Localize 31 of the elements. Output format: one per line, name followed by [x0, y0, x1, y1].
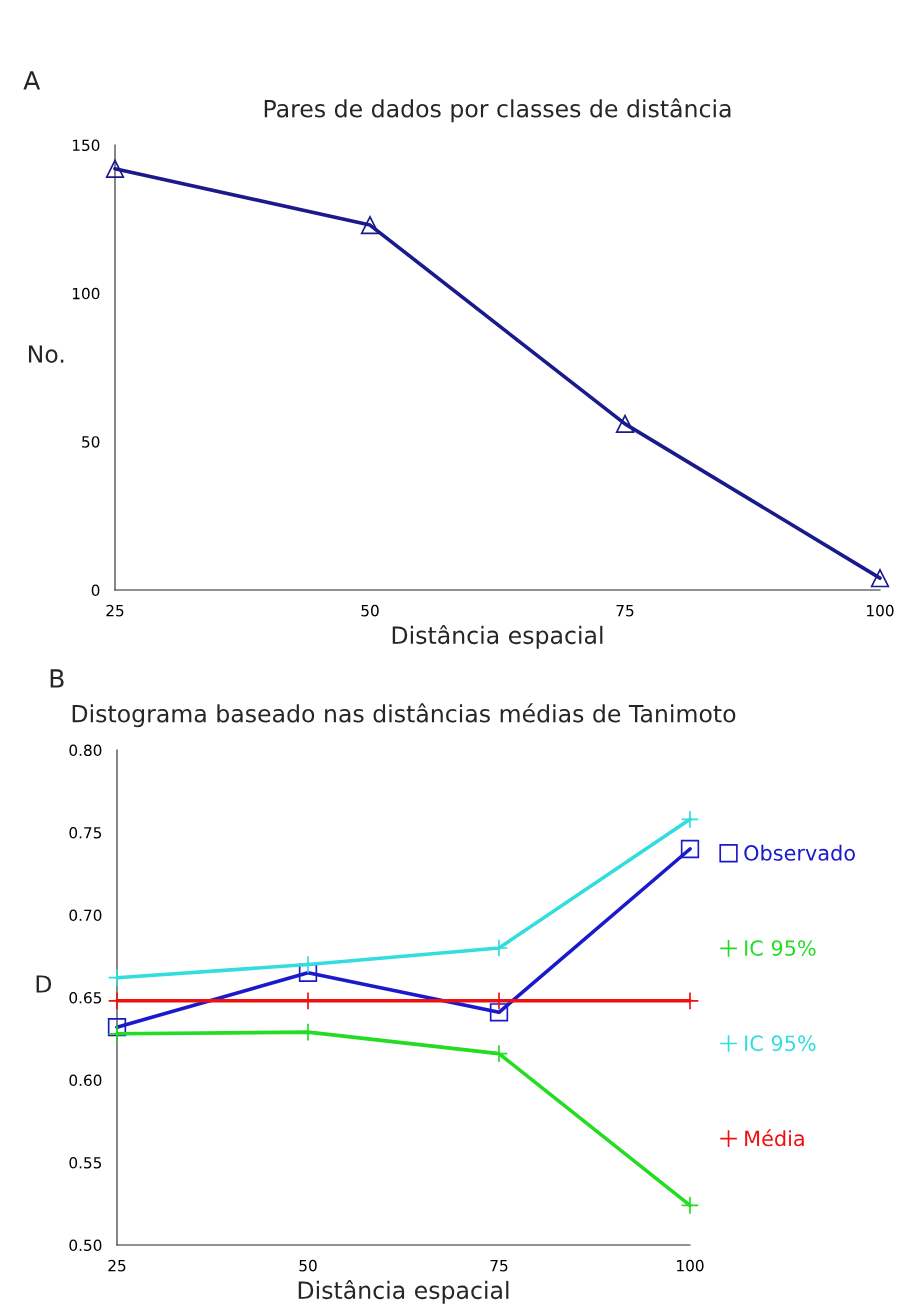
y-tick-label: 0.50 [69, 1239, 102, 1252]
x-tick-label: 25 [108, 1259, 126, 1272]
legend-label: IC 95% [745, 1035, 816, 1052]
x-tick-label: 25 [106, 604, 124, 617]
y-axis-title: D [36, 975, 52, 993]
y-tick-label: 0.65 [69, 991, 102, 1004]
y-tick-label: 0.60 [69, 1074, 102, 1087]
chart-title: Distograma baseado nas distâncias médias de Tanimoto [72, 703, 736, 728]
y-tick-label: 100 [72, 287, 100, 300]
x-tick-label: 100 [867, 604, 894, 617]
text: A [23, 71, 41, 90]
y-tick-label: 150 [72, 139, 100, 152]
y-tick-label: 0.75 [69, 826, 102, 839]
y-tick-label: 0 [91, 584, 100, 597]
legend-label: Observado [744, 844, 855, 861]
chart-title: Pares de dados por classes de distância [264, 98, 731, 123]
y-tick-label: 0.80 [69, 744, 102, 757]
x-tick-label: 50 [299, 1259, 317, 1272]
x-tick-label: 100 [677, 1259, 704, 1272]
x-axis-title: Distância espacial [392, 624, 603, 649]
x-tick-label: 75 [616, 605, 634, 617]
x-tick-label: 50 [361, 604, 379, 617]
x-axis-title: Distância espacial [298, 1279, 509, 1304]
legend-label: Média [745, 1129, 804, 1147]
y-tick-label: 0.70 [69, 909, 102, 922]
text: B [50, 669, 64, 688]
x-tick-label: 75 [490, 1260, 508, 1272]
y-axis-title: No. [28, 345, 64, 363]
y-tick-label: 0.55 [69, 1156, 102, 1169]
y-tick-label: 50 [82, 436, 100, 448]
legend-label: IC 95% [745, 940, 816, 956]
